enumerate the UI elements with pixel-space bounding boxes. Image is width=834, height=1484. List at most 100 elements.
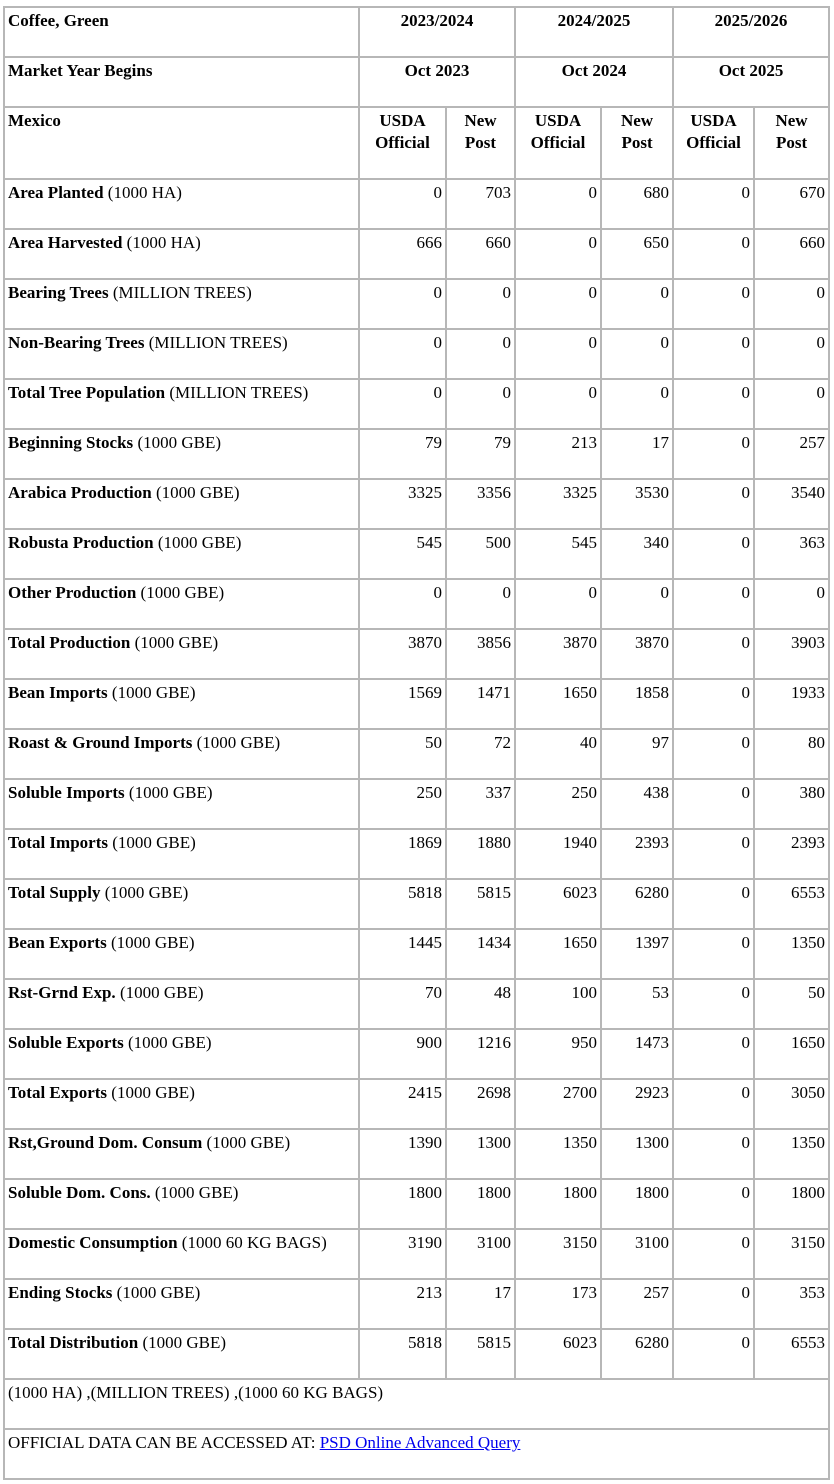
value-cell: 213: [514, 428, 603, 480]
attribute-name: Domestic Consumption: [8, 1233, 178, 1252]
value-cell: 0: [358, 178, 447, 230]
row-label: Total Production (1000 GBE): [3, 628, 360, 680]
attribute-unit: (MILLION TREES): [169, 383, 309, 402]
value-cell: 660: [444, 228, 517, 280]
table-row: Total Production (1000 GBE) 3870 3856 3870 3…: [3, 628, 831, 680]
table-row: Ending Stocks (1000 GBE) 213 17 173 257 0 353: [3, 1278, 831, 1330]
attribute-unit: (1000 GBE): [157, 533, 242, 552]
value-cell: 0: [672, 578, 756, 630]
row-label: Robusta Production (1000 GBE): [3, 528, 360, 580]
value-cell: 5815: [444, 878, 517, 930]
row-label: Rst,Ground Dom. Consum (1000 GBE): [3, 1128, 360, 1180]
year-header-3: 2025/2026: [672, 6, 831, 58]
value-cell: 0: [672, 328, 756, 380]
attribute-unit: (1000 GBE): [116, 1283, 201, 1302]
value-cell: 0: [672, 528, 756, 580]
attribute-unit: (1000 GBE): [111, 683, 196, 702]
table-row: Bean Exports (1000 GBE) 1445 1434 1650 1397 0…: [3, 928, 831, 980]
row-label: Soluble Imports (1000 GBE): [3, 778, 360, 830]
value-cell: 0: [753, 378, 831, 430]
subheader-row: Mexico USDA Official New Post USDA Offic…: [3, 106, 831, 180]
row-label: Area Planted (1000 HA): [3, 178, 360, 230]
table-row: Rst-Grnd Exp. (1000 GBE) 70 48 100 53 0 50: [3, 978, 831, 1030]
row-label: Total Distribution (1000 GBE): [3, 1328, 360, 1380]
value-cell: 80: [753, 728, 831, 780]
attribute-name: Total Tree Population: [8, 383, 166, 402]
row-label: Total Supply (1000 GBE): [3, 878, 360, 930]
value-cell: 257: [753, 428, 831, 480]
value-cell: 0: [672, 1328, 756, 1380]
value-cell: 1940: [514, 828, 603, 880]
value-cell: 0: [672, 1128, 756, 1180]
value-cell: 0: [672, 628, 756, 680]
value-cell: 3150: [753, 1228, 831, 1280]
attribute-unit: (MILLION TREES): [112, 283, 252, 302]
attribute-unit: (1000 GBE): [155, 483, 240, 502]
attribute-name: Beginning Stocks: [8, 433, 134, 452]
table-row: Soluble Exports (1000 GBE) 900 1216 950 1473…: [3, 1028, 831, 1080]
table-row: Rst,Ground Dom. Consum (1000 GBE) 1390 130…: [3, 1128, 831, 1180]
value-cell: 3870: [358, 628, 447, 680]
attribute-unit: (1000 GBE): [111, 1083, 195, 1102]
value-cell: 0: [753, 278, 831, 330]
value-cell: 1350: [753, 928, 831, 980]
row-label: Other Production (1000 GBE): [3, 578, 360, 630]
value-cell: 3325: [358, 478, 447, 530]
value-cell: 0: [672, 1028, 756, 1080]
year-row: Coffee, Green 2023/2024 2024/2025 2025/2…: [3, 6, 831, 58]
value-cell: 0: [514, 378, 603, 430]
value-cell: 545: [358, 528, 447, 580]
value-cell: 1471: [444, 678, 517, 730]
attribute-name: Non-Bearing Trees: [8, 333, 145, 352]
official-data-note: OFFICIAL DATA CAN BE ACCESSED AT: PSD On…: [2, 1428, 831, 1480]
table-row: Soluble Imports (1000 GBE) 250 337 250 438 0 3…: [3, 778, 831, 830]
value-cell: 0: [514, 328, 603, 380]
value-cell: 0: [672, 178, 756, 230]
row-label: Bean Imports (1000 GBE): [3, 678, 360, 730]
row-label: Soluble Dom. Cons. (1000 GBE): [3, 1178, 360, 1230]
table-row: Bearing Trees (MILLION TREES) 0 0 0 0 0 0: [3, 278, 831, 330]
attribute-name: Rst-Grnd Exp.: [8, 983, 116, 1002]
attribute-name: Soluble Imports: [8, 783, 125, 802]
value-cell: 0: [358, 578, 447, 630]
value-cell: 337: [444, 778, 517, 830]
value-cell: 0: [672, 1178, 756, 1230]
value-cell: 680: [600, 178, 675, 230]
value-cell: 0: [600, 278, 675, 330]
row-label: Rst-Grnd Exp. (1000 GBE): [3, 978, 360, 1030]
value-cell: 17: [600, 428, 675, 480]
value-cell: 97: [600, 728, 675, 780]
attribute-unit: (1000 GBE): [196, 733, 281, 752]
value-cell: 0: [672, 278, 756, 330]
units-note: (1000 HA) ,(MILLION TREES) ,(1000 60 KG …: [2, 1378, 831, 1430]
value-cell: 545: [514, 528, 603, 580]
value-cell: 79: [358, 428, 447, 480]
value-cell: 1880: [444, 828, 517, 880]
value-cell: 363: [753, 528, 831, 580]
value-cell: 3530: [600, 478, 675, 530]
table-row: Total Imports (1000 GBE) 1869 1880 1940 2393…: [3, 828, 831, 880]
attribute-name: Area Harvested: [8, 233, 123, 252]
attribute-name: Total Imports: [8, 833, 108, 852]
value-cell: 703: [444, 178, 517, 230]
psd-commodity-table: Coffee, Green 2023/2024 2024/2025 2025/2…: [2, 6, 831, 1480]
value-cell: 3870: [514, 628, 603, 680]
row-label: Area Harvested (1000 HA): [3, 228, 360, 280]
value-cell: 17: [444, 1278, 517, 1330]
market-year-begins-3: Oct 2025: [672, 56, 831, 108]
value-cell: 650: [600, 228, 675, 280]
value-cell: 340: [600, 528, 675, 580]
table-row: Non-Bearing Trees (MILLION TREES) 0 0 0 0 0 0: [3, 328, 831, 380]
value-cell: 0: [600, 578, 675, 630]
attribute-name: Arabica Production: [8, 483, 152, 502]
row-label: Bean Exports (1000 GBE): [3, 928, 360, 980]
attribute-unit: (1000 GBE): [154, 1183, 239, 1202]
attribute-name: Rst,Ground Dom. Consum: [8, 1133, 203, 1152]
psd-online-advanced-query-link[interactable]: PSD Online Advanced Query: [319, 1433, 521, 1452]
year-header-1: 2023/2024: [357, 6, 517, 58]
attribute-unit: (MILLION TREES): [148, 333, 288, 352]
value-cell: 173: [514, 1278, 603, 1330]
attribute-name: Bean Imports: [8, 683, 108, 702]
value-cell: 0: [444, 278, 517, 330]
attribute-name: Bean Exports: [8, 933, 107, 952]
